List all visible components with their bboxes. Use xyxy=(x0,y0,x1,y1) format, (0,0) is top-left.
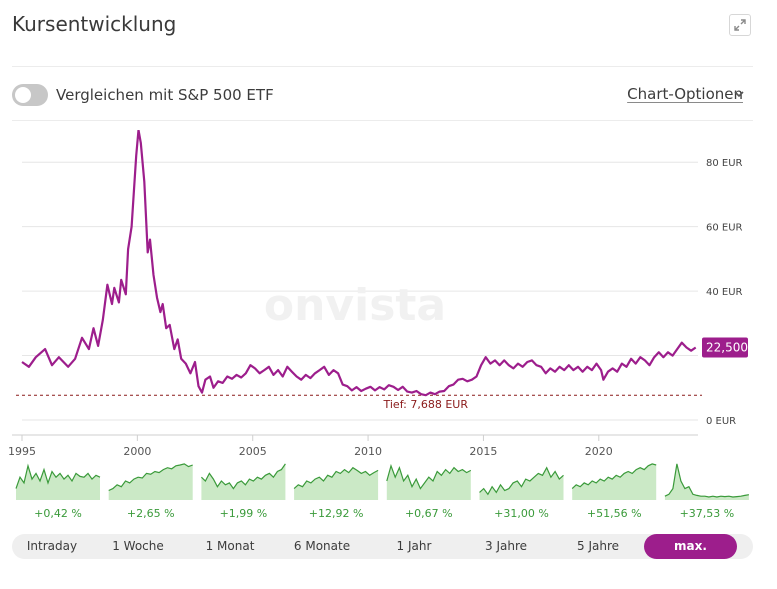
sparkline-line xyxy=(664,463,750,498)
range-tab[interactable]: Intraday xyxy=(26,539,78,553)
sparkline-area xyxy=(572,463,657,500)
sparkline[interactable]: +51,56 % xyxy=(571,463,657,520)
sparkline-line xyxy=(200,463,286,490)
sparkline-line xyxy=(293,466,379,490)
sparkline-change-label: +12,92 % xyxy=(309,507,364,520)
divider xyxy=(12,120,753,121)
x-tick-label: 1995 xyxy=(8,445,36,458)
sparkline-change-label: +1,99 % xyxy=(220,507,268,520)
sparkline-line xyxy=(571,463,657,490)
range-tab[interactable]: 1 Woche xyxy=(112,539,164,553)
sparkline-area xyxy=(386,465,471,500)
period-sparklines: +0,42 % +2,65 % +1,99 % +12,92 % +0,67 % +31,… xyxy=(15,463,750,520)
compare-label: Vergleichen mit S&P 500 ETF xyxy=(56,86,274,104)
x-tick-label: 2000 xyxy=(123,445,151,458)
low-price-label: Tief: 7,688 EUR xyxy=(382,398,468,411)
sparkline-area xyxy=(664,463,749,500)
chevron-down-icon[interactable] xyxy=(733,88,745,100)
x-axis-labels: 1995 2000 2005 2010 2015 2020 xyxy=(8,435,613,458)
x-tick-label: 2020 xyxy=(585,445,613,458)
sparkline[interactable]: +2,65 % xyxy=(108,463,193,520)
y-axis-labels: 0 EUR 40 EUR 60 EUR 80 EUR xyxy=(706,158,743,427)
x-tick-label: 2010 xyxy=(354,445,382,458)
watermark: onvista xyxy=(264,280,446,331)
divider xyxy=(12,66,753,67)
range-tab[interactable]: 1 Monat xyxy=(205,539,255,553)
sparkline-area xyxy=(294,467,379,500)
chart-options-link[interactable]: Chart-Optionen xyxy=(627,85,743,103)
sparkline-change-label: +51,56 % xyxy=(587,507,642,520)
sparkline-change-label: +0,42 % xyxy=(34,507,82,520)
range-tab[interactable]: 5 Jahre xyxy=(577,539,619,553)
expand-icon xyxy=(734,19,746,31)
gridlines xyxy=(12,161,698,436)
y-tick-label: 40 EUR xyxy=(706,287,743,298)
range-tab[interactable]: max. xyxy=(644,534,737,559)
x-tick-label: 2015 xyxy=(469,445,497,458)
sparkline[interactable]: +1,99 % xyxy=(200,463,286,520)
sparkline[interactable]: +37,53 % xyxy=(664,463,750,520)
sparkline-change-label: +2,65 % xyxy=(127,507,175,520)
sparkline-change-label: +0,67 % xyxy=(405,507,453,520)
expand-button[interactable] xyxy=(729,14,751,36)
sparkline[interactable]: +31,00 % xyxy=(479,466,564,520)
sparkline-line xyxy=(15,463,101,489)
sparkline-line xyxy=(386,463,472,490)
range-tab[interactable]: 3 Jahre xyxy=(485,539,527,553)
sparkline[interactable]: +0,67 % xyxy=(386,463,472,520)
price-series-line xyxy=(21,130,697,397)
range-tab[interactable]: 1 Jahr xyxy=(396,539,432,553)
sparkline[interactable]: +0,42 % xyxy=(15,463,101,520)
toggle-knob xyxy=(15,87,31,103)
last-value-badge-bg xyxy=(702,337,748,358)
sparkline-change-label: +31,00 % xyxy=(494,507,549,520)
last-value-label: 22,500 xyxy=(706,341,748,355)
compare-toggle[interactable] xyxy=(12,84,48,106)
sparkline-line xyxy=(479,466,564,496)
sparkline-line xyxy=(108,463,193,492)
y-tick-label: 0 EUR xyxy=(706,416,736,427)
y-tick-label: 60 EUR xyxy=(706,223,743,234)
page-title: Kursentwicklung xyxy=(12,12,177,36)
sparkline-area xyxy=(108,463,193,500)
range-selector[interactable]: Intraday 1 Woche 1 Monat 6 Monate 1 Jahr 3 Ja… xyxy=(12,534,753,559)
price-chart[interactable]: onvista 0 EUR 40 EUR 60 EUR 80 EUR 1995 2000… xyxy=(0,130,777,530)
sparkline-change-label: +37,53 % xyxy=(680,507,735,520)
y-tick-label: 80 EUR xyxy=(706,158,743,169)
last-value-badge: 22,500 xyxy=(702,337,748,358)
sparkline[interactable]: +12,92 % xyxy=(293,466,379,520)
x-tick-label: 2005 xyxy=(239,445,267,458)
sparkline-area xyxy=(201,463,286,500)
range-tab[interactable]: 6 Monate xyxy=(293,539,351,553)
sparkline-area xyxy=(16,465,100,500)
sparkline-area xyxy=(479,467,564,500)
